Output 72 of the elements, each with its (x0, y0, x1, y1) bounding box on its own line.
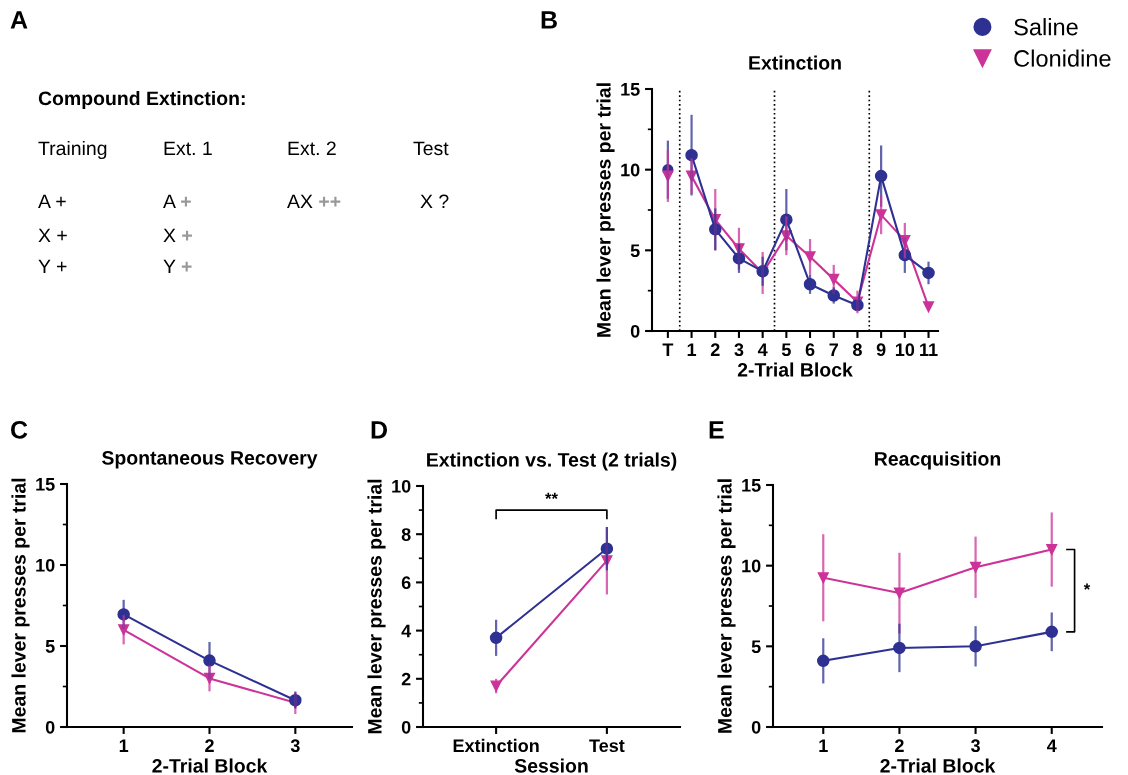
text: A (10, 11, 28, 29)
x-tick-label: Extinction (453, 738, 539, 753)
x-tick-label: 1 (687, 343, 697, 356)
text: X + (38, 228, 67, 243)
y-tick-label: 0 (45, 720, 55, 734)
y-tick-label: 5 (45, 640, 55, 653)
y-axis-title: Mean lever presses per trial (11, 478, 30, 733)
x-axis-title: 2-Trial Block (880, 758, 996, 773)
text: AX ++ (287, 194, 341, 209)
y-tick-label: 6 (401, 576, 411, 590)
text: Compound Extinction: (38, 90, 245, 110)
x-tick-label: 1 (819, 739, 828, 752)
text: D (371, 421, 387, 439)
x-tick-label: T (662, 343, 674, 356)
y-tick-label: 0 (401, 720, 411, 734)
y-tick-label: 10 (742, 559, 761, 573)
x-tick-label: 1 (119, 739, 129, 752)
chart-title: Spontaneous Recovery (102, 450, 318, 469)
x-tick-label: 7 (829, 343, 838, 356)
x-tick-label: 3 (290, 739, 300, 753)
x-tick-label: 2 (205, 739, 214, 752)
y-tick-label: 10 (392, 479, 411, 493)
x-tick-label: 3 (734, 343, 744, 357)
x-axis-title: 2-Trial Block (737, 362, 853, 377)
y-tick-label: 4 (401, 624, 412, 638)
y-tick-label: 10 (621, 163, 640, 177)
chart-title: Extinction vs. Test (2 trials) (427, 452, 677, 471)
x-tick-label: Test (589, 739, 625, 753)
y-axis-title: Mean lever presses per trial (717, 479, 736, 733)
x-tick-label: 2 (710, 343, 720, 356)
x-tick-label: 3 (970, 739, 980, 753)
legend-label: Clonidine (1014, 49, 1111, 67)
x-tick-label: 2 (895, 739, 904, 752)
text: A + (163, 194, 191, 209)
y-tick-label: 0 (751, 720, 761, 734)
x-tick-label: 5 (781, 343, 791, 357)
y-tick-label: 8 (401, 528, 411, 541)
y-axis-title: Mean lever presses per trial (367, 479, 386, 734)
text: Training (38, 140, 107, 160)
x-tick-label: 10 (895, 343, 915, 357)
text: Ext. 2 (288, 141, 336, 156)
y-tick-label: 5 (751, 640, 761, 654)
y-tick-label: 15 (36, 478, 55, 491)
annotation: * (1083, 583, 1091, 590)
text: A + (38, 194, 66, 209)
text: B (541, 11, 557, 29)
text: C (11, 421, 28, 439)
legend-label: Saline (1014, 18, 1078, 36)
text: E (709, 421, 724, 439)
text: Y + (38, 259, 67, 274)
text: Y + (163, 259, 192, 274)
x-tick-label: 11 (920, 343, 938, 356)
chart-title: Extinction (749, 55, 841, 70)
text: Ext. 1 (164, 141, 212, 156)
y-tick-label: 10 (36, 558, 55, 572)
text: X ? (420, 194, 449, 209)
y-tick-label: 15 (742, 479, 761, 492)
text: Test (413, 141, 449, 156)
y-tick-label: 5 (630, 244, 640, 258)
x-tick-label: 9 (876, 343, 886, 357)
y-tick-label: 2 (401, 672, 411, 686)
annotation: ** (545, 492, 558, 499)
chart-title: Reacquisition (875, 451, 1001, 470)
x-tick-label: 6 (805, 343, 815, 357)
y-tick-label: 15 (621, 83, 640, 96)
x-axis-title: Session (514, 758, 588, 773)
text: X + (163, 228, 192, 243)
y-tick-label: 0 (630, 324, 640, 338)
x-axis-title: 2-Trial Block (152, 758, 268, 773)
y-axis-title: Mean lever presses per trial (596, 83, 615, 337)
x-tick-label: 8 (852, 343, 862, 357)
x-tick-label: 4 (1046, 739, 1057, 752)
